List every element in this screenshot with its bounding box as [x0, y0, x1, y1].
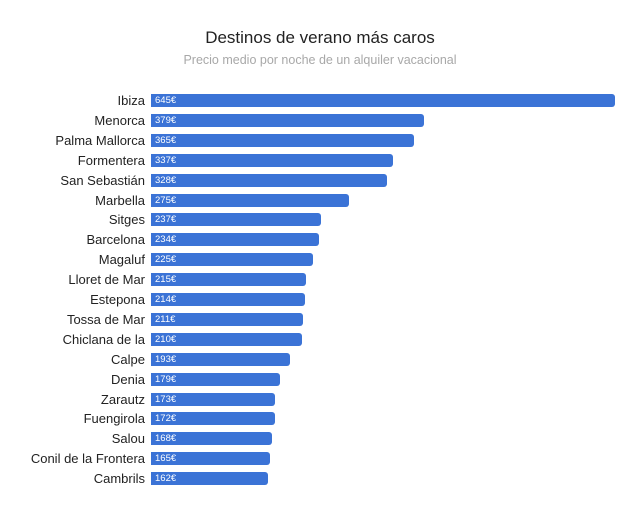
bar-row: Ibiza 645€ — [0, 91, 640, 111]
category-label: Ibiza — [117, 93, 145, 108]
bar-row: Zarautz 173€ — [0, 390, 640, 410]
bar: 193€ — [151, 352, 290, 366]
value-label: 179€ — [155, 373, 177, 385]
value-label: 365€ — [155, 134, 177, 146]
bar-row: Chiclana de la 210€ — [0, 330, 640, 350]
value-label: 168€ — [155, 433, 177, 445]
bar: 275€ — [151, 193, 349, 207]
bar: 365€ — [151, 133, 414, 147]
value-label: 234€ — [155, 234, 177, 246]
value-label: 193€ — [155, 353, 177, 365]
bar: 328€ — [151, 173, 387, 187]
value-label: 211€ — [155, 313, 176, 325]
bar-row: Denia 179€ — [0, 370, 640, 390]
value-label: 162€ — [155, 473, 177, 485]
category-label: Barcelona — [86, 232, 145, 248]
category-label: Estepona — [90, 292, 145, 307]
category-label: Lloret de Mar — [68, 272, 145, 288]
bar: 210€ — [151, 332, 302, 346]
bar: 162€ — [151, 472, 268, 486]
chart-subtitle: Precio medio por noche de un alquiler va… — [183, 53, 457, 67]
category-label: Formentera — [77, 152, 145, 168]
value-label: 237€ — [155, 214, 177, 226]
category-label: Palma Mallorca — [55, 132, 145, 148]
bar: 225€ — [151, 253, 313, 267]
bar: 172€ — [151, 412, 275, 426]
category-label: Magaluf — [98, 252, 145, 268]
value-label: 328€ — [155, 174, 177, 186]
value-label: 172€ — [155, 413, 177, 425]
bar: 215€ — [151, 273, 306, 287]
bar-row: Formentera 337€ — [0, 151, 640, 171]
category-label: Chiclana de la — [62, 331, 145, 347]
bar-row: Lloret de Mar 215€ — [0, 270, 640, 290]
bar-row: Menorca 379€ — [0, 111, 640, 131]
category-label: Salou — [111, 431, 145, 447]
bar: 165€ — [151, 452, 270, 466]
bar-row: Marbella 275€ — [0, 191, 640, 211]
bar-row: Fuengirola 172€ — [0, 409, 640, 429]
bar-row: Magaluf 225€ — [0, 250, 640, 270]
bar-row: Salou 168€ — [0, 429, 640, 449]
bar: 234€ — [151, 233, 319, 247]
category-label: Denia — [111, 371, 145, 387]
category-label: Tossa de Mar — [66, 311, 145, 327]
category-label: Calpe — [111, 351, 145, 367]
bar: 211€ — [151, 312, 303, 326]
value-label: 173€ — [155, 393, 177, 405]
value-label: 379€ — [155, 114, 177, 126]
bar: 214€ — [151, 293, 305, 306]
bar: 337€ — [151, 153, 393, 167]
bar-row: Conil de la Frontera 165€ — [0, 449, 640, 469]
bar-row: Estepona 214€ — [0, 290, 640, 310]
category-label: Cambrils — [93, 471, 145, 487]
category-label: Fuengirola — [83, 411, 145, 427]
bar: 645€ — [151, 94, 615, 107]
value-label: 645€ — [155, 95, 177, 106]
category-label: Conil de la Frontera — [30, 451, 145, 467]
bar: 179€ — [151, 372, 280, 386]
category-label: Marbella — [95, 192, 145, 208]
bar: 237€ — [151, 213, 321, 227]
bar: 168€ — [151, 432, 272, 446]
bar-row: Sitges 237€ — [0, 210, 640, 230]
bar-row: Palma Mallorca 365€ — [0, 131, 640, 151]
value-label: 215€ — [155, 274, 177, 286]
bar-row: Calpe 193€ — [0, 350, 640, 370]
value-label: 214€ — [155, 294, 177, 305]
category-label: Menorca — [94, 112, 145, 128]
bar: 173€ — [151, 392, 275, 406]
value-label: 275€ — [155, 194, 177, 206]
bar-row: Barcelona 234€ — [0, 230, 640, 250]
bar-row: Cambrils 162€ — [0, 469, 640, 489]
category-label: Sitges — [108, 212, 145, 228]
value-label: 210€ — [155, 333, 177, 345]
value-label: 337€ — [155, 154, 177, 166]
chart-title: Destinos de verano más caros — [205, 28, 435, 47]
category-label: San Sebastián — [60, 172, 145, 188]
bar: 379€ — [151, 113, 424, 127]
bar-row: Tossa de Mar 211€ — [0, 310, 640, 330]
value-label: 225€ — [155, 254, 177, 266]
category-label: Zarautz — [100, 391, 145, 407]
bar-row: San Sebastián 328€ — [0, 171, 640, 191]
value-label: 165€ — [155, 453, 177, 465]
